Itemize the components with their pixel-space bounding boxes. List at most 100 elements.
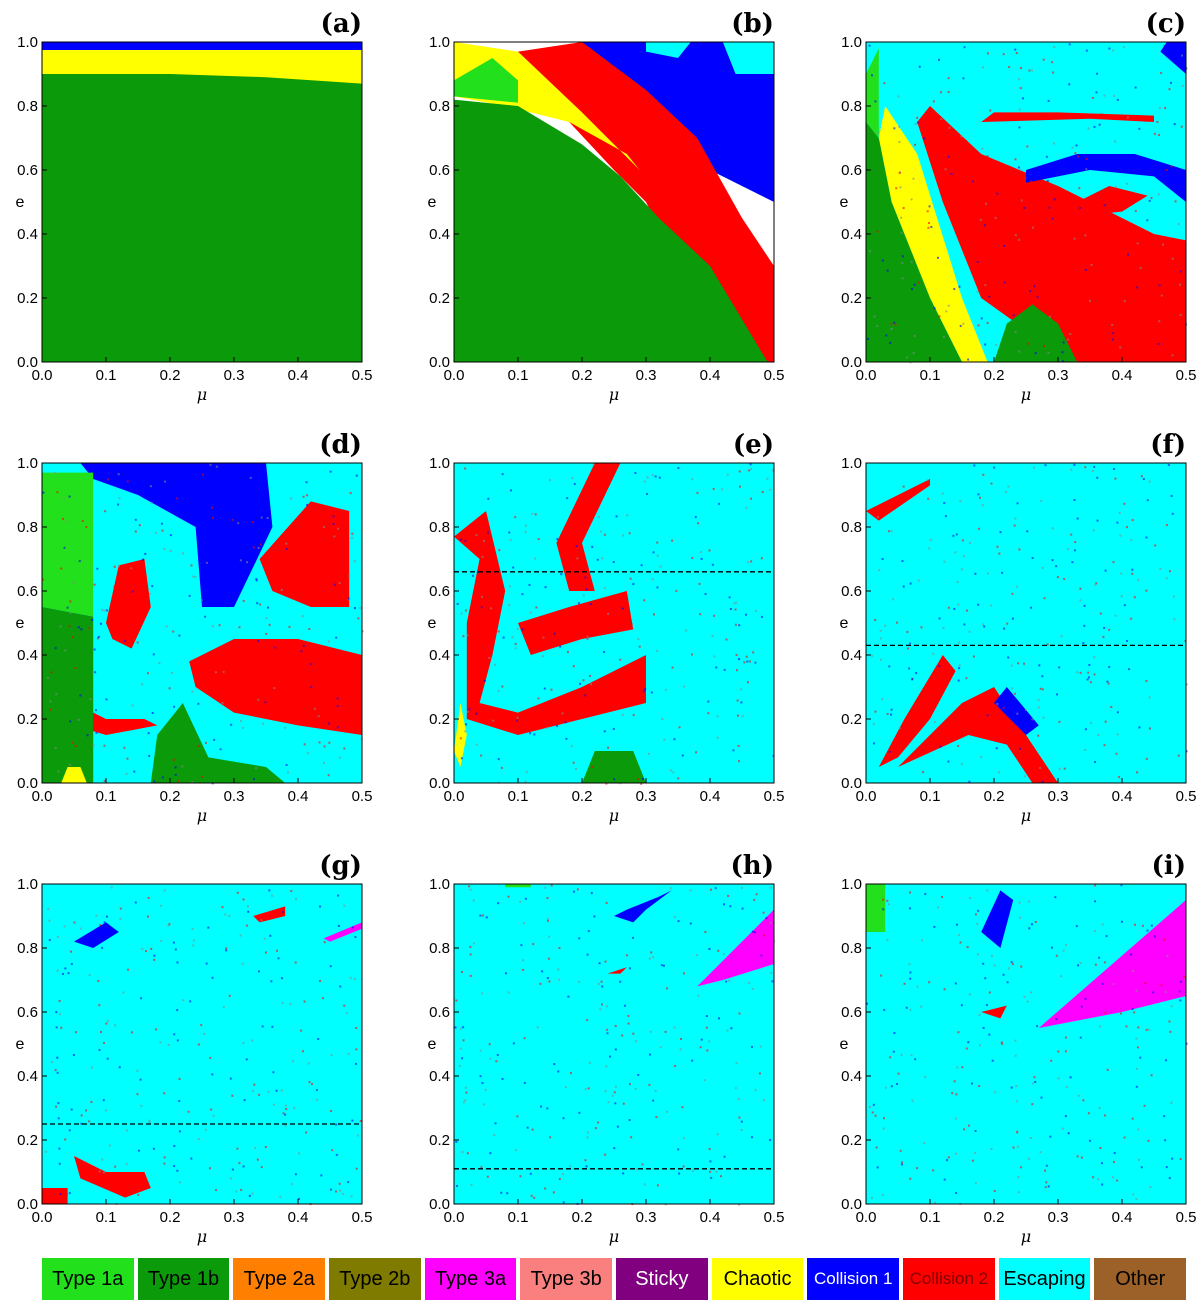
speckle [572, 665, 575, 668]
speckle [1146, 499, 1149, 502]
speckle [55, 1026, 58, 1029]
speckle [920, 1005, 923, 1008]
speckle [1118, 511, 1121, 514]
speckle [108, 1144, 111, 1147]
speckle [740, 701, 743, 704]
speckle [1170, 1101, 1173, 1104]
speckle [971, 1159, 974, 1162]
speckle [1001, 1042, 1004, 1045]
speckle [1024, 285, 1027, 288]
region-escaping [454, 884, 774, 1204]
speckle [926, 210, 929, 213]
speckle [1103, 744, 1106, 747]
speckle [317, 715, 320, 718]
speckle [882, 1127, 885, 1130]
speckle [986, 714, 989, 717]
speckle [1102, 635, 1105, 638]
speckle [150, 501, 153, 504]
speckle [1156, 120, 1159, 123]
speckle [876, 1166, 879, 1169]
speckle [907, 647, 910, 650]
speckle [333, 583, 336, 586]
speckle [237, 522, 240, 525]
speckle [1018, 350, 1021, 353]
speckle [327, 774, 330, 777]
speckle [114, 1024, 117, 1027]
speckle [264, 701, 267, 704]
speckle [152, 653, 155, 656]
speckle [948, 126, 951, 129]
speckle [947, 90, 950, 93]
speckle [1154, 544, 1157, 547]
speckle [723, 903, 726, 906]
speckle [1181, 84, 1184, 87]
speckle [957, 1031, 960, 1034]
speckle [147, 896, 150, 899]
speckle [560, 573, 563, 576]
speckle [282, 1112, 285, 1115]
speckle [987, 572, 990, 575]
speckle [1085, 157, 1088, 160]
speckle [51, 1060, 54, 1063]
speckle [894, 323, 897, 326]
speckle [565, 737, 568, 740]
speckle [1126, 116, 1129, 119]
speckle [329, 965, 332, 968]
speckle [1153, 132, 1156, 135]
region-type-1a [42, 472, 94, 617]
speckle [741, 715, 744, 718]
speckle [197, 702, 200, 705]
speckle [874, 710, 877, 713]
speckle [126, 480, 129, 483]
speckle [537, 649, 540, 652]
speckle [56, 935, 59, 938]
speckle [908, 963, 911, 966]
speckle [738, 1116, 741, 1119]
legend-item-escaping: Escaping [998, 1258, 1091, 1300]
speckle [683, 685, 686, 688]
speckle [1103, 961, 1106, 964]
speckle [901, 262, 904, 265]
speckle [881, 558, 884, 561]
speckle [173, 1145, 176, 1148]
speckle [675, 589, 678, 592]
speckle [928, 547, 931, 550]
speckle [695, 953, 698, 956]
speckle [1073, 237, 1076, 240]
speckle [95, 731, 98, 734]
x-tick-label: 0.2 [160, 788, 181, 805]
speckle [871, 654, 874, 657]
region-type-1b [42, 607, 94, 783]
speckle [699, 551, 702, 554]
speckle [524, 897, 527, 900]
speckle [905, 1006, 908, 1009]
speckle [754, 609, 757, 612]
speckle [604, 1090, 607, 1093]
y-tick-label: 0.0 [841, 775, 862, 792]
speckle [985, 1004, 988, 1007]
y-tick-label: 0.8 [841, 98, 862, 115]
speckle [1094, 583, 1097, 586]
speckle [1006, 981, 1009, 984]
speckle [586, 1136, 589, 1139]
speckle [215, 465, 218, 468]
speckle [1082, 1099, 1085, 1102]
speckle [868, 250, 871, 253]
speckle [519, 1175, 522, 1178]
speckle [170, 672, 173, 675]
speckle [254, 767, 257, 770]
speckle [176, 780, 179, 783]
speckle [673, 1026, 676, 1029]
speckle [529, 611, 532, 614]
speckle [54, 747, 57, 750]
speckle [1130, 539, 1133, 542]
y-tick-label: 0.2 [429, 1132, 450, 1149]
speckle [1119, 1012, 1122, 1015]
speckle [1029, 290, 1032, 293]
speckle [1116, 98, 1119, 101]
speckle [56, 491, 59, 494]
plot-frame [865, 883, 1187, 1205]
speckle [1114, 140, 1117, 143]
speckle [1145, 589, 1148, 592]
speckle [309, 663, 312, 666]
